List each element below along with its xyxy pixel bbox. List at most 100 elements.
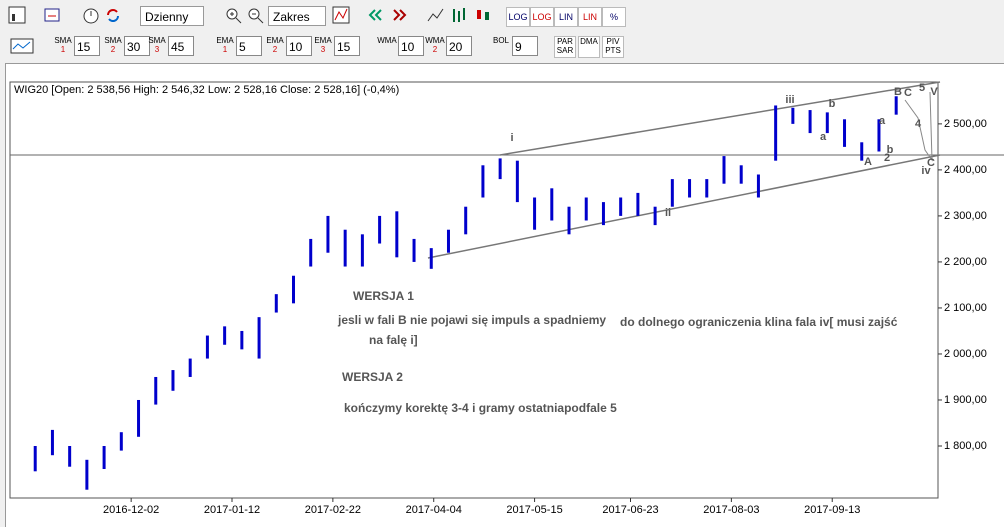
icon[interactable] xyxy=(10,37,34,55)
indicator-sub: 1 xyxy=(60,45,66,54)
indicator-sub: 3 xyxy=(320,45,326,54)
icon[interactable] xyxy=(44,6,62,24)
scroll-right[interactable] xyxy=(390,6,408,24)
plot-frame xyxy=(9,81,939,499)
y-tick-label: 1 900,00 xyxy=(944,394,987,406)
indicator-label: WMA xyxy=(376,36,398,45)
wave-label: 4 xyxy=(915,118,922,130)
interval-select[interactable]: Dzienny xyxy=(140,6,204,26)
indicator-name: SMA xyxy=(104,36,122,45)
x-tick-label: 2017-04-04 xyxy=(406,504,462,516)
indicator-label: BOL xyxy=(490,36,512,45)
icon[interactable] xyxy=(104,6,122,24)
channel-lower xyxy=(427,154,941,259)
scale-button[interactable]: % xyxy=(602,7,626,27)
scale-button[interactable]: LOG xyxy=(530,7,554,27)
icon[interactable] xyxy=(332,6,350,24)
y-tick-label: 1 800,00 xyxy=(944,440,987,452)
scale-button[interactable]: LIN xyxy=(578,7,602,27)
annotation: jesli w fali B nie pojawi się impuls a s… xyxy=(337,313,606,327)
indicator-input[interactable]: 20 xyxy=(446,36,472,56)
toolbar: Dzienny Zakres LOG LOG LIN LIN% xyxy=(0,0,1004,32)
wave-label: 2 xyxy=(884,152,890,164)
wave-label: iv xyxy=(921,165,931,177)
wave-label: C xyxy=(904,87,912,99)
scale-button[interactable]: LIN xyxy=(554,7,578,27)
y-tick-label: 2 100,00 xyxy=(944,302,987,314)
x-tick-label: 2017-01-12 xyxy=(204,504,260,516)
wave-sketch xyxy=(904,91,933,162)
x-tick-label: 2017-08-03 xyxy=(703,504,759,516)
wave-label: ii xyxy=(665,207,671,219)
y-tick-label: 2 500,00 xyxy=(944,118,987,130)
indicator-input[interactable]: 45 xyxy=(168,36,194,56)
scale-button[interactable]: LOG xyxy=(506,7,530,27)
indicator-name: SMA xyxy=(54,36,72,45)
indicator-button[interactable]: PIV PTS xyxy=(602,36,624,58)
indicator-sub: 3 xyxy=(154,45,160,54)
wave-label: b xyxy=(887,144,894,156)
y-tick-label: 2 000,00 xyxy=(944,348,987,360)
indicator-label: SMA 3 xyxy=(146,36,168,54)
wave-label: V xyxy=(930,86,938,98)
indicator-label: SMA 1 xyxy=(52,36,74,54)
annotation: kończymy korektę 3-4 i gramy ostatniapod… xyxy=(344,401,617,415)
indicator-label: SMA 2 xyxy=(102,36,124,54)
wave-label: i xyxy=(510,132,513,144)
channel-upper xyxy=(499,81,941,156)
zoom-in[interactable] xyxy=(224,6,242,24)
indicator-button[interactable]: DMA xyxy=(578,36,600,58)
icon[interactable] xyxy=(8,6,26,24)
wave-label: iii xyxy=(785,94,794,106)
icon[interactable] xyxy=(82,6,100,24)
indicator-label: EMA 2 xyxy=(264,36,286,54)
indicator-sub: 2 xyxy=(272,45,278,54)
wave-label: C xyxy=(927,157,935,169)
bar-chart[interactable] xyxy=(450,6,468,24)
annotation: na falę i] xyxy=(369,333,418,347)
annotation: do dolnego ograniczenia klina fala iv[ m… xyxy=(620,315,898,329)
indicator-input[interactable]: 15 xyxy=(334,36,360,56)
y-tick-label: 2 400,00 xyxy=(944,164,987,176)
x-tick-label: 2017-09-13 xyxy=(804,504,860,516)
indicator-input[interactable]: 10 xyxy=(286,36,312,56)
indicator-label: WMA 2 xyxy=(424,36,446,54)
indicator-input[interactable]: 5 xyxy=(236,36,262,56)
line-chart[interactable] xyxy=(426,6,444,24)
indicator-button[interactable]: PAR SAR xyxy=(554,36,576,58)
wave-label: a xyxy=(879,115,886,127)
annotation: WERSJA 2 xyxy=(342,370,403,384)
candle-chart[interactable] xyxy=(474,6,492,24)
indicator-sub: 1 xyxy=(222,45,228,54)
scroll-left[interactable] xyxy=(366,6,384,24)
indicator-toolbar: SMA 1 15 SMA 2 30 SMA 3 45 EMA 1 5 EMA 2 10 EMA 3 15 WMA 10… xyxy=(0,33,1004,61)
indicator-input[interactable]: 10 xyxy=(398,36,424,56)
indicator-sub: 2 xyxy=(110,45,116,54)
x-tick-label: 2017-02-22 xyxy=(305,504,361,516)
x-tick-label: 2016-12-02 xyxy=(103,504,159,516)
wave-label: A xyxy=(864,156,872,168)
wave-label: 5 xyxy=(919,82,925,94)
indicator-name: EMA xyxy=(216,36,234,45)
indicator-input[interactable]: 30 xyxy=(124,36,150,56)
indicator-input[interactable]: 15 xyxy=(74,36,100,56)
indicator-input[interactable]: 9 xyxy=(512,36,538,56)
wave-label: B xyxy=(894,86,902,98)
indicator-label: EMA 1 xyxy=(214,36,236,54)
indicator-sub: 2 xyxy=(432,45,438,54)
chart-title: WIG20 [Open: 2 538,56 High: 2 546,32 Low… xyxy=(14,84,399,96)
y-tick-label: 2 300,00 xyxy=(944,210,987,222)
annotation: WERSJA 1 xyxy=(353,289,414,303)
indicator-name: EMA xyxy=(266,36,284,45)
wave-label: a xyxy=(820,131,827,143)
y-tick-label: 2 200,00 xyxy=(944,256,987,268)
x-tick-label: 2017-05-15 xyxy=(506,504,562,516)
indicator-name: WMA xyxy=(377,36,397,45)
zoom-out[interactable] xyxy=(246,6,264,24)
range-select[interactable]: Zakres xyxy=(268,6,326,26)
indicator-name: WMA xyxy=(425,36,445,45)
x-tick-label: 2017-06-23 xyxy=(602,504,658,516)
indicator-name: SMA xyxy=(148,36,166,45)
